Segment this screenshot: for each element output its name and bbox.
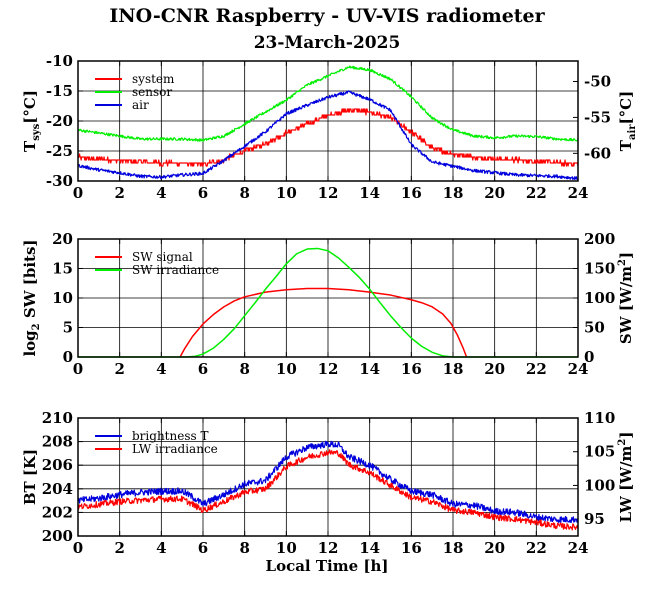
plot-frame (77, 60, 579, 182)
legend-label: sensor (132, 85, 172, 99)
panel-3: 0 2 4 6 8 10 12 14 16 18 20 22 242002022042062082109… (21, 409, 635, 557)
x-tick-label: 20 (484, 539, 505, 557)
y-right-tick-label: 100 (584, 289, 615, 307)
y-right-tick-label: -60 (584, 144, 611, 162)
series-line-lw-irradiance (77, 449, 579, 531)
x-tick-label: 8 (239, 184, 249, 202)
x-tick-label: 0 (73, 360, 83, 378)
x-tick-label: 12 (318, 184, 339, 202)
x-tick-label: 2 (114, 360, 124, 378)
y-left-tick-label: 0 (63, 348, 73, 366)
x-tick-label: 10 (276, 184, 297, 202)
y-right-tick-label: 105 (584, 443, 615, 461)
x-tick-label: 4 (156, 184, 166, 202)
y-left-tick-label: 208 (42, 433, 73, 451)
y-right-tick-label: 150 (584, 260, 615, 278)
y-left-tick-label: 20 (52, 230, 73, 248)
x-tick-label: 22 (526, 539, 547, 557)
x-tick-label: 10 (276, 539, 297, 557)
y-left-tick-label: 5 (63, 319, 73, 337)
x-tick-label: 2 (114, 539, 124, 557)
x-tick-label: 20 (484, 360, 505, 378)
y-left-tick-label: -20 (46, 112, 73, 130)
legend-label: LW irradiance (132, 442, 218, 456)
legend-label: brightness T (132, 429, 208, 443)
y-left-tick-label: 15 (52, 260, 73, 278)
panel-1: 0 2 4 6 8 10 12 14 16 18 20 22 24-30-25-20-15-10-60-… (21, 52, 638, 202)
y-left-tick-label: -10 (46, 52, 73, 70)
x-tick-label: 12 (318, 539, 339, 557)
y-right-tick-label: 95 (584, 510, 605, 528)
y-left-tick-label: -30 (46, 172, 73, 190)
x-tick-label: 16 (401, 360, 422, 378)
y-left-axis-label: BT [K] (21, 449, 39, 505)
x-tick-label: 22 (526, 360, 547, 378)
x-tick-label: 14 (359, 184, 380, 202)
panel-2: 0 2 4 6 8 10 12 14 16 18 20 22 240510152005010015020… (21, 230, 635, 378)
legend-label: SW signal (132, 250, 193, 264)
x-tick-label: 12 (318, 360, 339, 378)
y-left-tick-label: 10 (52, 289, 73, 307)
series-line-sw-irradiance (78, 247, 578, 358)
y-left-tick-label: 204 (42, 480, 73, 498)
series-line-sensor (77, 65, 579, 142)
series-line-sw-signal (179, 287, 468, 358)
x-tick-label: 10 (276, 360, 297, 378)
x-tick-label: 6 (198, 539, 208, 557)
y-left-axis-label: log2 SW [bits] (21, 239, 42, 356)
y-left-tick-label: 200 (42, 527, 73, 545)
plot-frame (77, 417, 579, 537)
plot-frame (77, 238, 579, 358)
y-right-axis-label: LW [W/m2] (617, 432, 635, 523)
y-left-tick-label: 206 (42, 456, 73, 474)
x-tick-label: 24 (568, 539, 589, 557)
x-tick-label: 0 (73, 184, 83, 202)
series-line-system (77, 108, 579, 167)
figure-title: INO-CNR Raspberry - UV-VIS radiometer (109, 5, 545, 27)
x-tick-label: 2 (114, 184, 124, 202)
y-right-axis-label: SW [W/m2] (617, 252, 635, 344)
x-tick-label: 24 (568, 184, 589, 202)
y-left-axis-label: Tsys[°C] (21, 90, 42, 152)
x-tick-label: 4 (156, 360, 166, 378)
y-left-tick-label: -15 (46, 82, 73, 100)
legend-label: SW irradiance (132, 263, 219, 277)
x-tick-label: 18 (443, 539, 464, 557)
x-axis-label: Local Time [h] (266, 557, 389, 575)
x-tick-label: 24 (568, 360, 589, 378)
x-tick-label: 0 (73, 539, 83, 557)
y-right-tick-label: 200 (584, 230, 615, 248)
x-tick-label: 20 (484, 184, 505, 202)
x-tick-label: 18 (443, 360, 464, 378)
y-left-tick-label: -25 (46, 142, 73, 160)
y-left-tick-label: 210 (42, 409, 73, 427)
x-tick-label: 14 (359, 539, 380, 557)
x-tick-label: 4 (156, 539, 166, 557)
x-tick-label: 22 (526, 184, 547, 202)
x-tick-label: 16 (401, 184, 422, 202)
x-tick-label: 14 (359, 360, 380, 378)
x-tick-label: 6 (198, 184, 208, 202)
y-right-tick-label: 50 (584, 319, 605, 337)
y-right-tick-label: 0 (584, 348, 594, 366)
x-tick-label: 8 (239, 539, 249, 557)
y-right-tick-label: 110 (584, 409, 615, 427)
x-tick-label: 6 (198, 360, 208, 378)
y-right-tick-label: -55 (584, 108, 611, 126)
x-tick-label: 16 (401, 539, 422, 557)
series-line-air (77, 90, 579, 181)
y-right-axis-label: Tair[°C] (617, 91, 638, 151)
x-tick-label: 8 (239, 360, 249, 378)
y-left-tick-label: 202 (42, 503, 73, 521)
legend-label: system (132, 72, 175, 86)
x-tick-label: 18 (443, 184, 464, 202)
y-right-tick-label: 100 (584, 476, 615, 494)
y-right-tick-label: -50 (584, 72, 611, 90)
series-line-brightness-t (77, 440, 579, 524)
figure-subtitle: 23-March-2025 (254, 33, 401, 53)
legend-label: air (132, 98, 149, 112)
